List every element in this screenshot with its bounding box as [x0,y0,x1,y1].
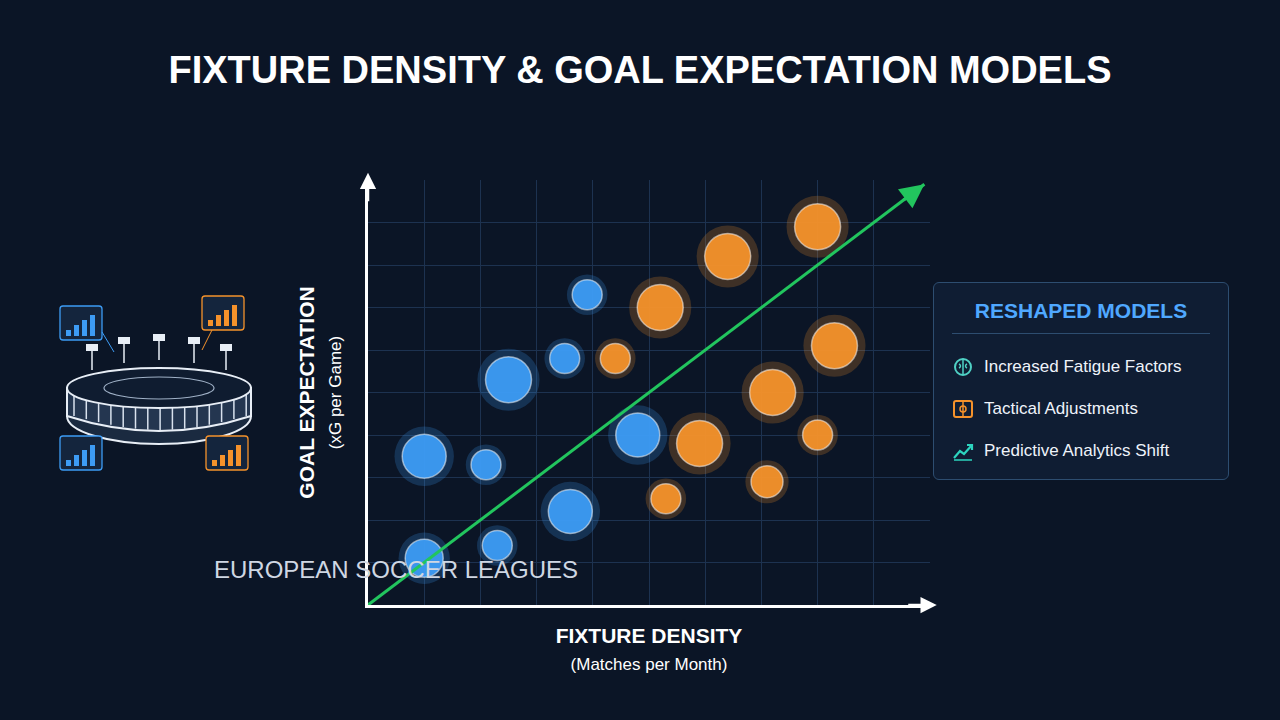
html-text:RESHAPED MODELS: RESHAPED MODELS [974,299,1188,322]
svg-text:FIXTURE DENSITY(Matches per Mo: FIXTURE DENSITY(Matches per Month) [556,624,743,674]
svg-text:GOAL EXPECTATION(xG per Game): GOAL EXPECTATION(xG per Game) [295,286,345,498]
html-text:Predictive Analytics Shift: Predictive Analytics Shift [984,441,1170,460]
svg-text:FIXTURE DENSITY & GOAL EXPECTA: FIXTURE DENSITY & GOAL EXPECTATION MODEL… [168,49,1111,91]
html-text:Increased Fatigue Factors: Increased Fatigue Factors [984,357,1182,376]
html-text:Tactical Adjustments: Tactical Adjustments [984,399,1138,418]
svg-text:EUROPEAN SOCCER LEAGUES: EUROPEAN SOCCER LEAGUES [214,556,578,583]
